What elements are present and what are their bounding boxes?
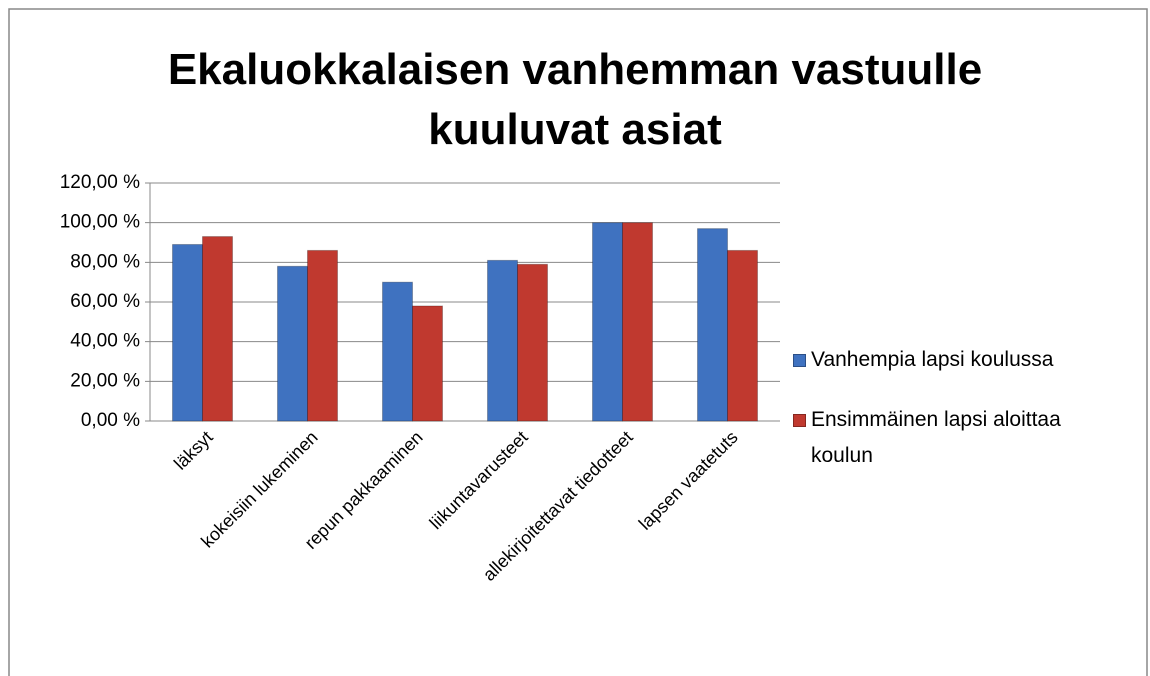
legend-entry: Vanhempia lapsi koulussa bbox=[793, 342, 1143, 378]
bar bbox=[382, 281, 413, 422]
y-tick-label: 100,00 % bbox=[60, 212, 140, 233]
bar bbox=[592, 222, 623, 422]
y-tick-label: 80,00 % bbox=[70, 251, 140, 272]
y-tick-label: 0,00 % bbox=[81, 410, 140, 431]
x-tick-label: lapsen vaatetuts bbox=[635, 427, 742, 534]
legend-swatch bbox=[793, 354, 806, 367]
legend: Vanhempia lapsi koulussa Ensimmäinen laps… bbox=[793, 342, 1143, 498]
chart-frame bbox=[8, 8, 1148, 676]
legend-entry: Ensimmäinen lapsi aloittaa koulun bbox=[793, 402, 1143, 474]
y-tick-label: 20,00 % bbox=[70, 370, 140, 391]
y-tick-label: 60,00 % bbox=[70, 291, 140, 312]
y-tick-label: 40,00 % bbox=[70, 331, 140, 352]
bar bbox=[727, 249, 758, 422]
y-tick-label: 120,00 % bbox=[60, 172, 140, 193]
bar bbox=[487, 259, 518, 422]
bar bbox=[697, 228, 728, 422]
legend-label: Vanhempia lapsi koulussa bbox=[811, 348, 1054, 371]
x-tick-label: läksyt bbox=[170, 427, 217, 474]
x-tick-label: repun pakkaaminen bbox=[301, 427, 427, 553]
bar bbox=[172, 243, 203, 422]
bar bbox=[277, 265, 308, 422]
bar bbox=[517, 263, 548, 422]
bar bbox=[412, 305, 443, 422]
chart-title: Ekaluokkalaisen vanhemman vastuulle kuul… bbox=[167, 45, 983, 154]
x-tick-label: liikuntavarusteet bbox=[426, 427, 532, 533]
bar bbox=[307, 249, 338, 422]
bar bbox=[202, 236, 233, 422]
legend-swatch bbox=[793, 414, 806, 427]
x-tick-label: kokeisiin lukeminen bbox=[197, 427, 322, 552]
bar bbox=[622, 222, 653, 422]
legend-label: Ensimmäinen lapsi aloittaa koulun bbox=[811, 408, 1061, 467]
